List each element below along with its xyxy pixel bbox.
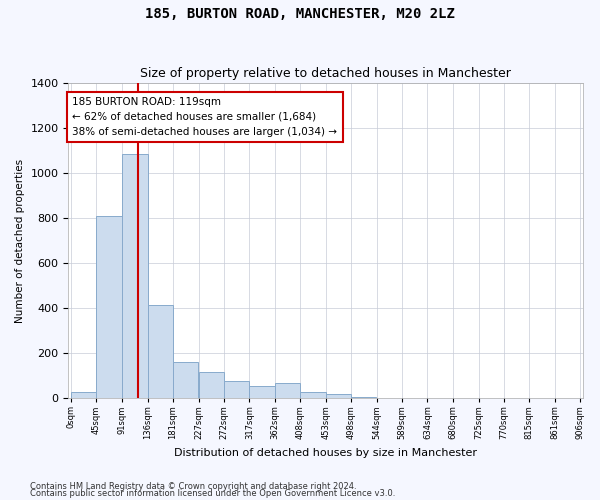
Text: Contains public sector information licensed under the Open Government Licence v3: Contains public sector information licen… (30, 489, 395, 498)
Title: Size of property relative to detached houses in Manchester: Size of property relative to detached ho… (140, 66, 511, 80)
Y-axis label: Number of detached properties: Number of detached properties (15, 159, 25, 323)
Bar (71, 392, 97, 398)
Bar (97, 216, 122, 398)
Bar (148, 305, 173, 398)
Bar (250, 386, 275, 398)
Bar (199, 372, 224, 398)
Bar (275, 382, 300, 398)
Bar (122, 154, 148, 398)
Bar (326, 394, 351, 398)
Text: 185, BURTON ROAD, MANCHESTER, M20 2LZ: 185, BURTON ROAD, MANCHESTER, M20 2LZ (145, 8, 455, 22)
Bar (351, 397, 376, 398)
Text: Contains HM Land Registry data © Crown copyright and database right 2024.: Contains HM Land Registry data © Crown c… (30, 482, 356, 491)
Bar (224, 382, 250, 398)
Text: 185 BURTON ROAD: 119sqm
← 62% of detached houses are smaller (1,684)
38% of semi: 185 BURTON ROAD: 119sqm ← 62% of detache… (73, 97, 337, 136)
Bar (173, 362, 198, 398)
X-axis label: Distribution of detached houses by size in Manchester: Distribution of detached houses by size … (174, 448, 477, 458)
Bar (301, 392, 326, 398)
